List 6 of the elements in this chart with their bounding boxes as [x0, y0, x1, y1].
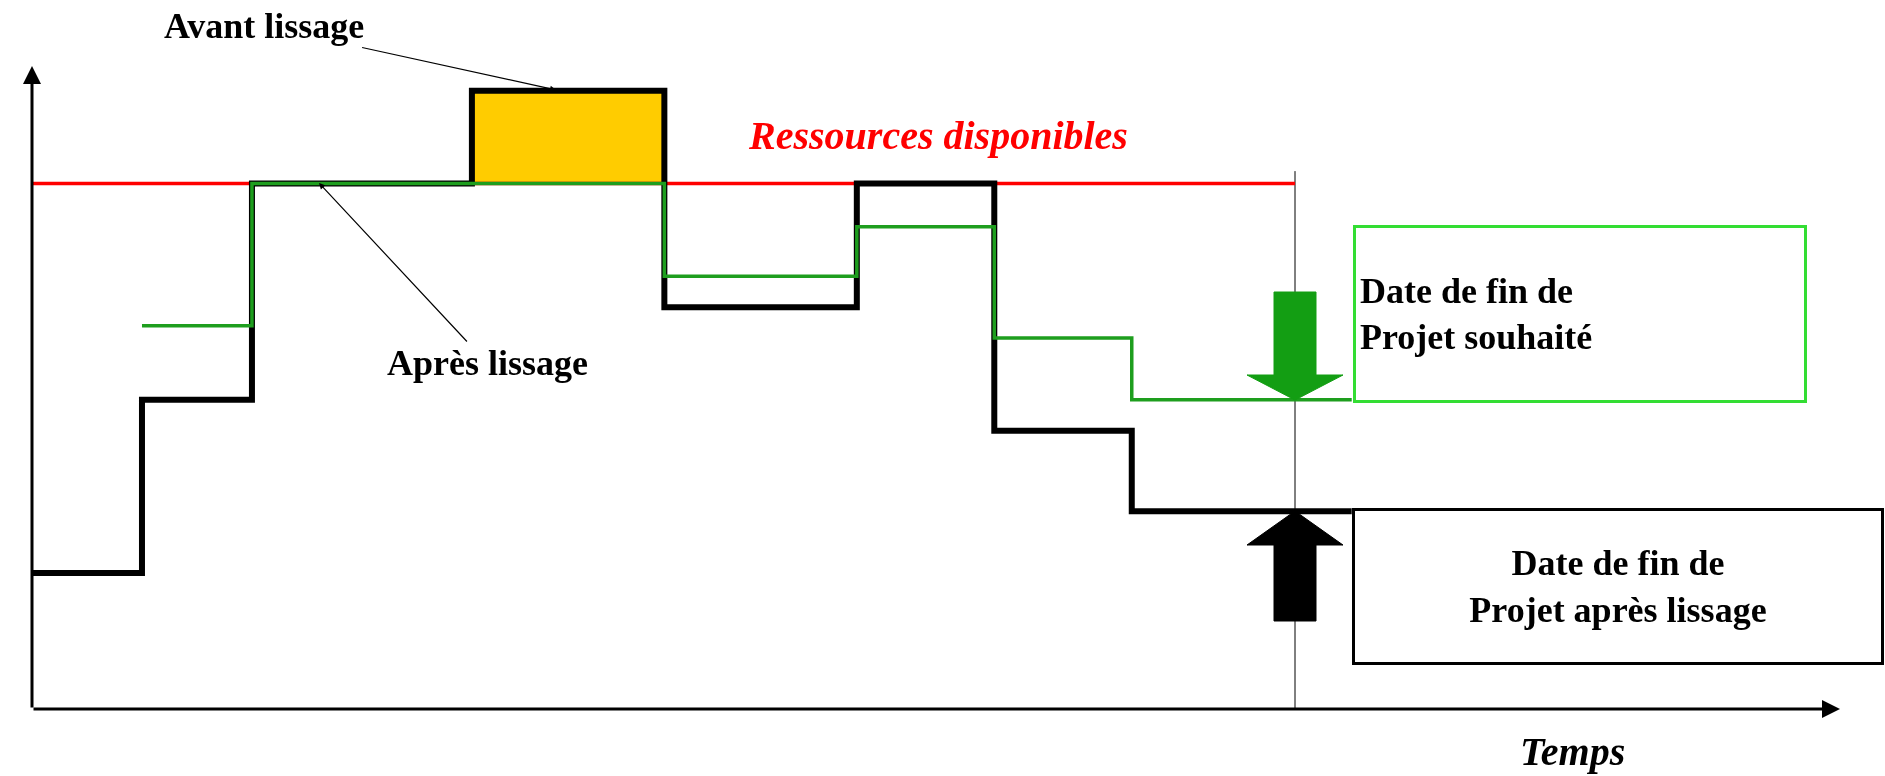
annotation: Après lissage	[387, 343, 589, 383]
x-axis-title: Temps	[1520, 729, 1626, 774]
text: Date de fin de Projet après lissage	[1469, 543, 1767, 630]
text: Avant lissage	[164, 6, 365, 46]
annotation: Date de fin de Projet souhaité	[1360, 270, 1593, 358]
ref-line-label: Ressources disponibles	[748, 113, 1128, 158]
